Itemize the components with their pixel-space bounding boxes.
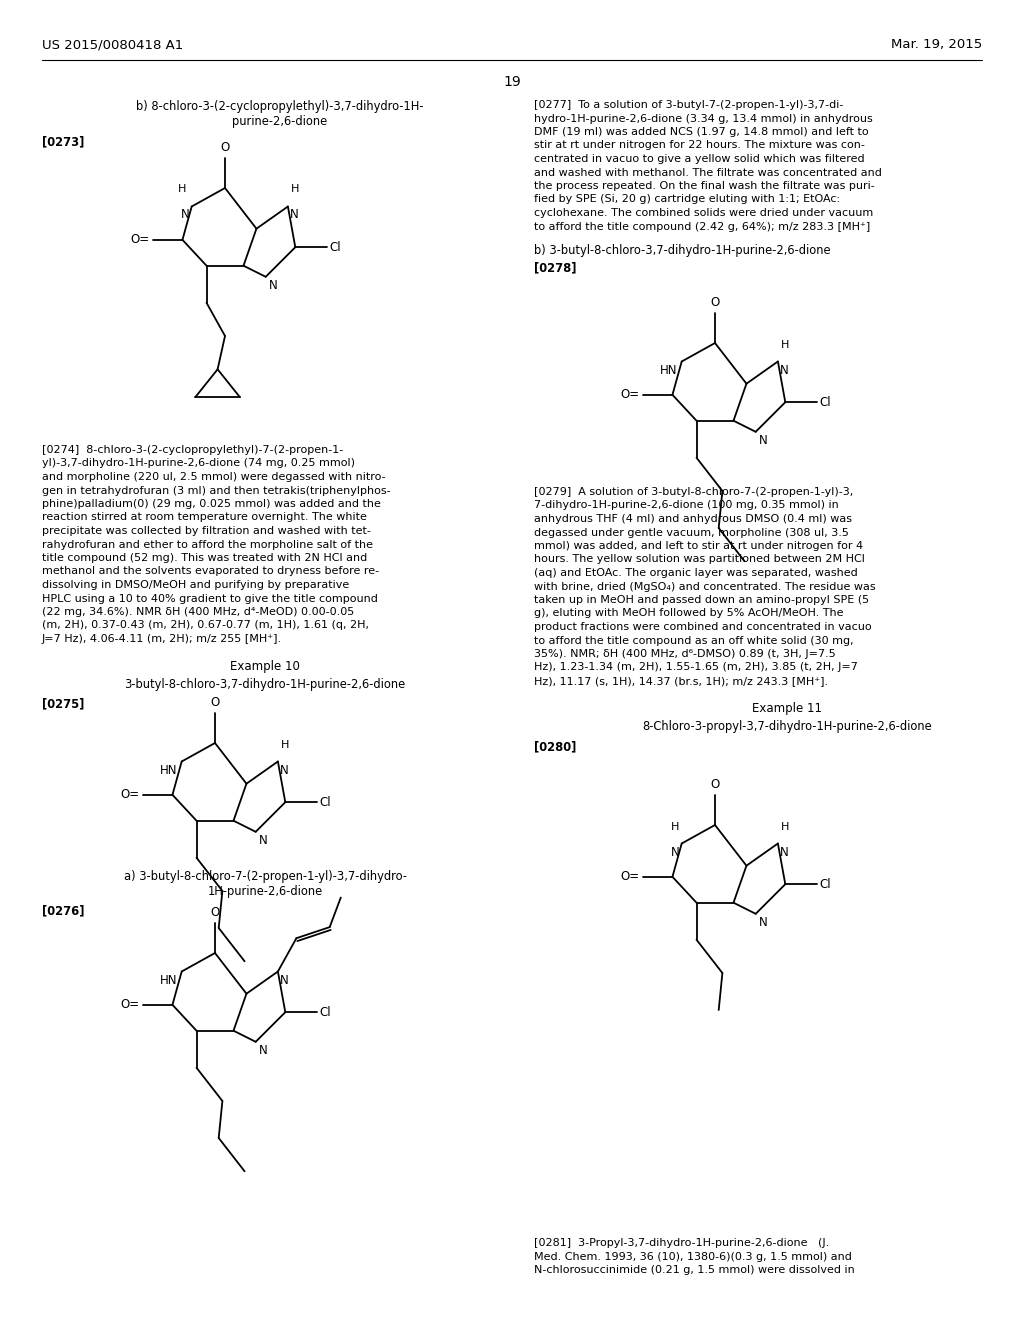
Text: fied by SPE (Si, 20 g) cartridge eluting with 1:1; EtOAc:: fied by SPE (Si, 20 g) cartridge eluting…: [534, 194, 840, 205]
Text: H: H: [178, 185, 186, 194]
Text: J=7 Hz), 4.06-4.11 (m, 2H); m/z 255 [MH⁺].: J=7 Hz), 4.06-4.11 (m, 2H); m/z 255 [MH⁺…: [42, 634, 283, 644]
Text: g), eluting with MeOH followed by 5% AcOH/MeOH. The: g), eluting with MeOH followed by 5% AcO…: [534, 609, 844, 619]
Text: N: N: [259, 834, 267, 847]
Text: [0273]: [0273]: [42, 135, 84, 148]
Text: 3-butyl-8-chloro-3,7-dihydro-1H-purine-2,6-dione: 3-butyl-8-chloro-3,7-dihydro-1H-purine-2…: [124, 678, 406, 690]
Text: Cl: Cl: [330, 240, 341, 253]
Text: O: O: [210, 907, 219, 920]
Text: N: N: [181, 209, 189, 222]
Text: 1H-purine-2,6-dione: 1H-purine-2,6-dione: [208, 884, 323, 898]
Text: DMF (19 ml) was added NCS (1.97 g, 14.8 mmol) and left to: DMF (19 ml) was added NCS (1.97 g, 14.8 …: [534, 127, 868, 137]
Text: [0276]: [0276]: [42, 904, 85, 917]
Text: Cl: Cl: [319, 1006, 332, 1019]
Text: reaction stirred at room temperature overnight. The white: reaction stirred at room temperature ove…: [42, 512, 367, 523]
Text: H: H: [291, 185, 299, 194]
Text: mmol) was added, and left to stir at rt under nitrogen for 4: mmol) was added, and left to stir at rt …: [534, 541, 863, 550]
Text: US 2015/0080418 A1: US 2015/0080418 A1: [42, 38, 183, 51]
Text: hours. The yellow solution was partitioned between 2M HCl: hours. The yellow solution was partition…: [534, 554, 865, 565]
Text: degassed under gentle vacuum, morpholine (308 ul, 3.5: degassed under gentle vacuum, morpholine…: [534, 528, 849, 537]
Text: title compound (52 mg). This was treated with 2N HCl and: title compound (52 mg). This was treated…: [42, 553, 368, 564]
Text: [0277]  To a solution of 3-butyl-7-(2-propen-1-yl)-3,7-di-: [0277] To a solution of 3-butyl-7-(2-pro…: [534, 100, 844, 110]
Text: (m, 2H), 0.37-0.43 (m, 2H), 0.67-0.77 (m, 1H), 1.61 (q, 2H,: (m, 2H), 0.37-0.43 (m, 2H), 0.67-0.77 (m…: [42, 620, 369, 631]
Text: N: N: [259, 1044, 267, 1057]
Text: N: N: [280, 974, 289, 986]
Text: 7-dihydro-1H-purine-2,6-dione (100 mg, 0.35 mmol) in: 7-dihydro-1H-purine-2,6-dione (100 mg, 0…: [534, 500, 839, 511]
Text: (aq) and EtOAc. The organic layer was separated, washed: (aq) and EtOAc. The organic layer was se…: [534, 568, 858, 578]
Text: gen in tetrahydrofuran (3 ml) and then tetrakis(triphenylphos-: gen in tetrahydrofuran (3 ml) and then t…: [42, 486, 390, 495]
Text: HPLC using a 10 to 40% gradient to give the title compound: HPLC using a 10 to 40% gradient to give …: [42, 594, 378, 603]
Text: dissolving in DMSO/MeOH and purifying by preparative: dissolving in DMSO/MeOH and purifying by…: [42, 579, 349, 590]
Text: and washed with methanol. The filtrate was concentrated and: and washed with methanol. The filtrate w…: [534, 168, 882, 177]
Text: N: N: [759, 434, 767, 446]
Text: HN: HN: [160, 763, 178, 776]
Text: hydro-1H-purine-2,6-dione (3.34 g, 13.4 mmol) in anhydrous: hydro-1H-purine-2,6-dione (3.34 g, 13.4 …: [534, 114, 872, 124]
Text: [0279]  A solution of 3-butyl-8-chloro-7-(2-propen-1-yl)-3,: [0279] A solution of 3-butyl-8-chloro-7-…: [534, 487, 853, 498]
Text: N: N: [780, 846, 788, 858]
Text: O=: O=: [621, 870, 640, 883]
Text: O: O: [220, 141, 229, 154]
Text: H: H: [672, 821, 680, 832]
Text: Cl: Cl: [319, 796, 332, 809]
Text: Med. Chem. 1993, 36 (10), 1380-6)(0.3 g, 1.5 mmol) and: Med. Chem. 1993, 36 (10), 1380-6)(0.3 g,…: [534, 1251, 852, 1262]
Text: 8-Chloro-3-propyl-3,7-dihydro-1H-purine-2,6-dione: 8-Chloro-3-propyl-3,7-dihydro-1H-purine-…: [642, 719, 932, 733]
Text: anhydrous THF (4 ml) and anhydrous DMSO (0.4 ml) was: anhydrous THF (4 ml) and anhydrous DMSO …: [534, 513, 852, 524]
Text: 19: 19: [503, 75, 521, 88]
Text: O=: O=: [121, 998, 140, 1011]
Text: H: H: [281, 739, 289, 750]
Text: stir at rt under nitrogen for 22 hours. The mixture was con-: stir at rt under nitrogen for 22 hours. …: [534, 140, 865, 150]
Text: methanol and the solvents evaporated to dryness before re-: methanol and the solvents evaporated to …: [42, 566, 379, 577]
Text: N: N: [780, 363, 788, 376]
Text: HN: HN: [660, 363, 678, 376]
Text: Example 11: Example 11: [752, 702, 822, 715]
Text: b) 8-chloro-3-(2-cyclopropylethyl)-3,7-dihydro-1H-: b) 8-chloro-3-(2-cyclopropylethyl)-3,7-d…: [136, 100, 424, 114]
Text: yl)-3,7-dihydro-1H-purine-2,6-dione (74 mg, 0.25 mmol): yl)-3,7-dihydro-1H-purine-2,6-dione (74 …: [42, 458, 355, 469]
Text: N-chlorosuccinimide (0.21 g, 1.5 mmol) were dissolved in: N-chlorosuccinimide (0.21 g, 1.5 mmol) w…: [534, 1265, 855, 1275]
Text: a) 3-butyl-8-chloro-7-(2-propen-1-yl)-3,7-dihydro-: a) 3-butyl-8-chloro-7-(2-propen-1-yl)-3,…: [124, 870, 407, 883]
Text: Mar. 19, 2015: Mar. 19, 2015: [891, 38, 982, 51]
Text: O: O: [711, 297, 720, 309]
Text: centrated in vacuo to give a yellow solid which was filtered: centrated in vacuo to give a yellow soli…: [534, 154, 864, 164]
Text: N: N: [268, 279, 278, 292]
Text: to afford the title compound (2.42 g, 64%); m/z 283.3 [MH⁺]: to afford the title compound (2.42 g, 64…: [534, 222, 870, 231]
Text: with brine, dried (MgSO₄) and concentrated. The residue was: with brine, dried (MgSO₄) and concentrat…: [534, 582, 876, 591]
Text: [0274]  8-chloro-3-(2-cyclopropylethyl)-7-(2-propen-1-: [0274] 8-chloro-3-(2-cyclopropylethyl)-7…: [42, 445, 343, 455]
Text: product fractions were combined and concentrated in vacuo: product fractions were combined and conc…: [534, 622, 871, 632]
Text: H: H: [781, 821, 790, 832]
Text: [0278]: [0278]: [534, 261, 577, 275]
Text: taken up in MeOH and passed down an amino-propyl SPE (5: taken up in MeOH and passed down an amin…: [534, 595, 869, 605]
Text: N: N: [290, 209, 299, 222]
Text: and morpholine (220 ul, 2.5 mmol) were degassed with nitro-: and morpholine (220 ul, 2.5 mmol) were d…: [42, 473, 386, 482]
Text: (22 mg, 34.6%). NMR δH (400 MHz, d⁴-MeOD) 0.00-0.05: (22 mg, 34.6%). NMR δH (400 MHz, d⁴-MeOD…: [42, 607, 354, 616]
Text: O=: O=: [621, 388, 640, 401]
Text: [0275]: [0275]: [42, 697, 84, 710]
Text: Hz), 1.23-1.34 (m, 2H), 1.55-1.65 (m, 2H), 3.85 (t, 2H, J=7: Hz), 1.23-1.34 (m, 2H), 1.55-1.65 (m, 2H…: [534, 663, 858, 672]
Text: Cl: Cl: [820, 396, 831, 409]
Text: HN: HN: [160, 974, 178, 986]
Text: O: O: [210, 697, 219, 709]
Text: H: H: [781, 339, 790, 350]
Text: Cl: Cl: [820, 878, 831, 891]
Text: to afford the title compound as an off white solid (30 mg,: to afford the title compound as an off w…: [534, 635, 854, 645]
Text: purine-2,6-dione: purine-2,6-dione: [232, 115, 328, 128]
Text: N: N: [671, 846, 680, 858]
Text: N: N: [759, 916, 767, 929]
Text: O=: O=: [131, 234, 150, 247]
Text: O: O: [711, 779, 720, 792]
Text: cyclohexane. The combined solids were dried under vacuum: cyclohexane. The combined solids were dr…: [534, 209, 873, 218]
Text: [0281]  3-Propyl-3,7-dihydro-1H-purine-2,6-dione   (J.: [0281] 3-Propyl-3,7-dihydro-1H-purine-2,…: [534, 1238, 829, 1247]
Text: 35%). NMR; δH (400 MHz, d⁶-DMSO) 0.89 (t, 3H, J=7.5: 35%). NMR; δH (400 MHz, d⁶-DMSO) 0.89 (t…: [534, 649, 836, 659]
Text: O=: O=: [121, 788, 140, 801]
Text: Example 10: Example 10: [230, 660, 300, 673]
Text: precipitate was collected by filtration and washed with tet-: precipitate was collected by filtration …: [42, 525, 371, 536]
Text: rahydrofuran and ether to afford the morpholine salt of the: rahydrofuran and ether to afford the mor…: [42, 540, 373, 549]
Text: phine)palladium(0) (29 mg, 0.025 mmol) was added and the: phine)palladium(0) (29 mg, 0.025 mmol) w…: [42, 499, 381, 510]
Text: Hz), 11.17 (s, 1H), 14.37 (br.s, 1H); m/z 243.3 [MH⁺].: Hz), 11.17 (s, 1H), 14.37 (br.s, 1H); m/…: [534, 676, 828, 686]
Text: b) 3-butyl-8-chloro-3,7-dihydro-1H-purine-2,6-dione: b) 3-butyl-8-chloro-3,7-dihydro-1H-purin…: [534, 244, 830, 257]
Text: the process repeated. On the final wash the filtrate was puri-: the process repeated. On the final wash …: [534, 181, 874, 191]
Text: [0280]: [0280]: [534, 741, 577, 752]
Text: N: N: [280, 763, 289, 776]
